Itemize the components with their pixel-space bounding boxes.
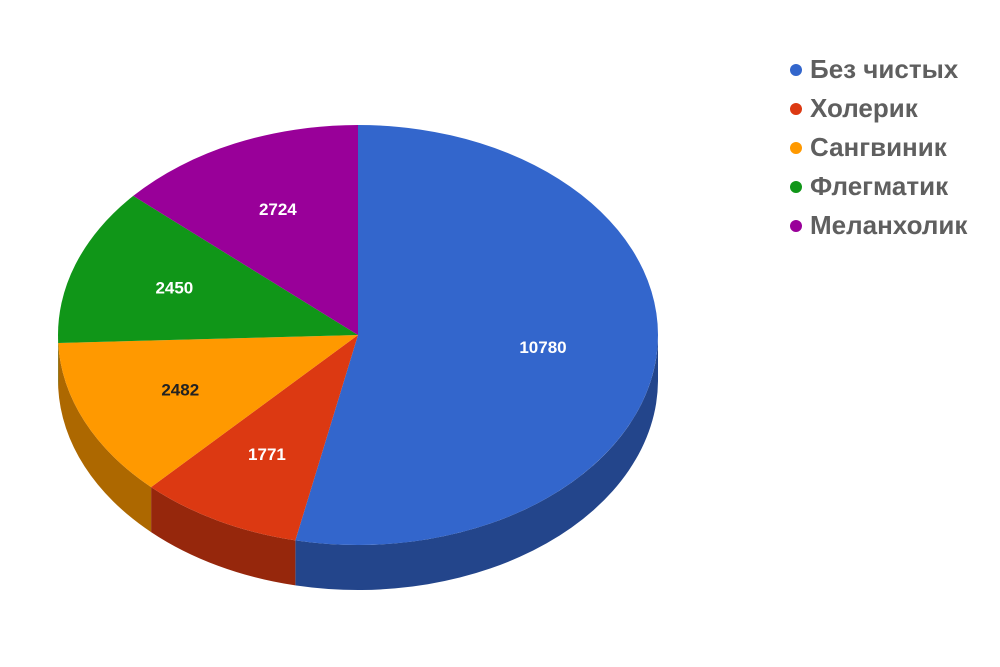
slice-side bbox=[151, 487, 296, 586]
legend-marker bbox=[790, 142, 802, 154]
legend-marker bbox=[790, 64, 802, 76]
slice bbox=[295, 125, 658, 545]
slice bbox=[57, 195, 358, 343]
legend-marker bbox=[790, 103, 802, 115]
data-label: 2482 bbox=[161, 381, 199, 400]
legend-label: Без чистых bbox=[810, 54, 959, 84]
legend-label: Холерик bbox=[810, 93, 919, 123]
slice bbox=[58, 335, 359, 488]
legend-label: Сангвиник bbox=[810, 132, 948, 162]
legend-label: Флегматик bbox=[810, 171, 949, 201]
legend-marker bbox=[790, 181, 802, 193]
data-label: 10780 bbox=[519, 338, 566, 357]
slice-side bbox=[295, 335, 658, 590]
data-label: 2724 bbox=[259, 200, 297, 219]
data-label: 1771 bbox=[248, 445, 286, 464]
legend-label: Меланхолик bbox=[810, 210, 968, 240]
slice-side bbox=[58, 342, 152, 533]
legend-marker bbox=[790, 220, 802, 232]
data-label: 2450 bbox=[155, 279, 193, 298]
slice bbox=[133, 125, 358, 335]
slice bbox=[151, 335, 358, 541]
